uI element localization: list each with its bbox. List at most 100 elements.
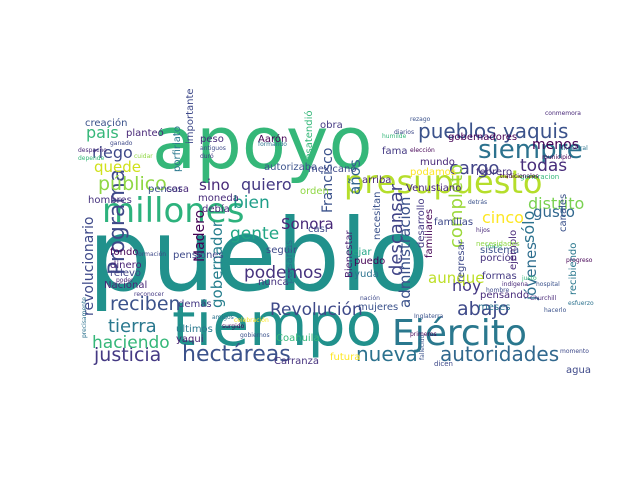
cloud-word: nación [360, 295, 380, 302]
cloud-word: inicio [486, 243, 502, 250]
cloud-word: obra [320, 120, 343, 131]
cloud-word: podemos [244, 263, 322, 283]
cloud-word: millones [102, 191, 244, 231]
cloud-word: tradicionales [500, 173, 539, 180]
cloud-word: público [98, 173, 167, 195]
cloud-word: despacho [78, 147, 107, 154]
cloud-word: futura [330, 352, 360, 363]
cloud-word: todas [520, 156, 567, 176]
cloud-word: apoyo [152, 101, 373, 185]
cloud-word: ganado [110, 140, 133, 147]
cloud-word: dinero [110, 260, 142, 271]
cloud-word: haciendo [92, 333, 170, 353]
cloud-word: hombre [486, 287, 509, 294]
cloud-word: Aarón [258, 133, 287, 145]
cloud-word: quede [94, 158, 141, 176]
cloud-word: fondo [110, 247, 138, 258]
cloud-word: Madero [192, 210, 208, 262]
cloud-word: Inglaterra [414, 313, 444, 320]
cloud-word: familiares [424, 209, 435, 258]
cloud-word: progreso [566, 257, 593, 264]
cloud-word: sino [199, 176, 230, 194]
cloud-word: necesitan [372, 191, 383, 240]
cloud-word: puedo [354, 256, 385, 267]
cloud-word: dejar [346, 247, 372, 258]
cloud-word: reconocer [134, 291, 164, 298]
cloud-word: Revolución [270, 300, 363, 320]
cloud-word: debía [202, 203, 230, 215]
cloud-word: municipio [542, 154, 572, 161]
cloud-word: gobernadores [448, 132, 517, 143]
cloud-word: febrero [476, 167, 512, 178]
cloud-word: cargo [449, 158, 499, 179]
cloud-word: diarios [394, 129, 414, 136]
cloud-word: celebración [234, 317, 269, 324]
cloud-word: ayuda [348, 269, 379, 280]
cloud-word: sistema [480, 245, 519, 256]
cloud-word: indígena [502, 281, 528, 288]
cloud-word: jóvenes [522, 242, 540, 301]
cloud-word: meses [478, 302, 510, 313]
cloud-word: justo [521, 275, 537, 282]
cloud-word: relevo [110, 268, 141, 279]
cloud-word: dicen [434, 360, 453, 368]
cloud-word: pueblo [88, 197, 429, 314]
cloud-word: creación [85, 117, 127, 129]
cloud-word: planteó [126, 127, 164, 139]
cloud-word: Nacional [104, 280, 147, 291]
cloud-word: administración [396, 197, 414, 308]
cloud-word: últimos [176, 323, 213, 335]
cloud-word: cosa [166, 184, 189, 195]
cloud-word: nueva [356, 342, 418, 366]
cloud-word: tierra [108, 316, 157, 337]
cloud-word: porción [480, 252, 517, 264]
cloud-word: momento [560, 348, 589, 355]
cloud-word: gobernador [208, 220, 226, 308]
cloud-word: gusto [533, 203, 575, 221]
cloud-word: hectáreas [182, 342, 291, 367]
cloud-word: sólo [519, 211, 538, 243]
cloud-word: yaqui [176, 334, 204, 345]
cloud-word: paisanos [284, 240, 295, 284]
cloud-word: hacerlo [544, 307, 567, 314]
cloud-word: generacion [520, 173, 559, 181]
cloud-word: gobiernos [240, 332, 270, 339]
cloud-word: reciben [110, 293, 181, 315]
cloud-word: detrás [468, 199, 487, 206]
cloud-word: distrito [528, 194, 584, 213]
cloud-word: primeros [410, 331, 437, 338]
cloud-word: precisamente [81, 297, 88, 338]
cloud-word: casi [308, 224, 328, 235]
cloud-word: Carranza [274, 356, 319, 367]
cloud-word: peso [200, 134, 224, 145]
cloud-word: cinco [482, 208, 524, 227]
cloud-word: humilde [382, 133, 407, 140]
cloud-word: familias [434, 217, 473, 228]
cloud-word: conmemora [545, 110, 581, 117]
cloud-word: quiero [241, 175, 292, 194]
cloud-word: fallecido [419, 334, 426, 360]
cloud-word: bien [233, 193, 270, 213]
cloud-word: importante [185, 88, 196, 144]
cloud-word: surgido [222, 323, 245, 330]
cloud-word: Churchill [530, 295, 557, 302]
cloud-word: riego [92, 143, 133, 162]
cloud-word: seguir [266, 245, 298, 256]
cloud-word: Coahuila [276, 333, 320, 344]
cloud-word: fama [382, 146, 408, 157]
cloud-word: descansar [386, 183, 407, 276]
cloud-word: duró [200, 153, 214, 160]
cloud-word: necesidades [476, 240, 520, 248]
cloud-word: cuidar [134, 153, 153, 160]
cloud-word: desatendió [303, 111, 315, 167]
cloud-word: autorizaba [264, 162, 317, 173]
cloud-word: aunque [428, 269, 484, 287]
cloud-word: hombres [88, 195, 132, 206]
cloud-word: completo [446, 164, 467, 248]
cloud-word: podamos [410, 167, 456, 178]
cloud-word: demás [178, 298, 212, 310]
cloud-word: pensando [480, 290, 529, 301]
cloud-word: pensiones [173, 250, 224, 261]
cloud-word: ejemplo [508, 230, 519, 270]
cloud-word: mujeres [358, 302, 398, 313]
